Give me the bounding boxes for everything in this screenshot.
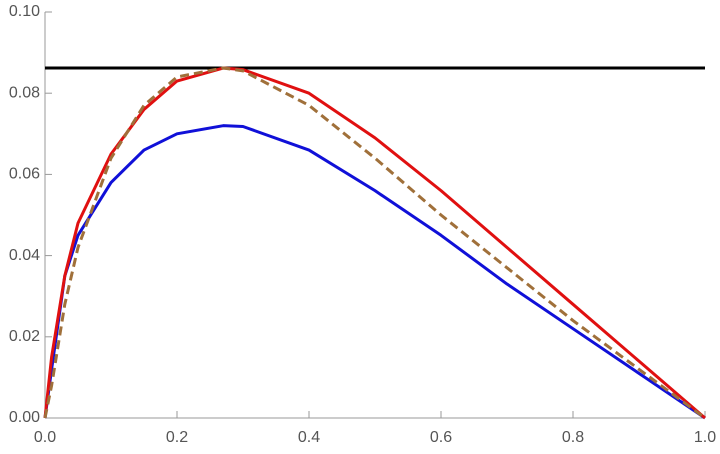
line-series (43, 66, 706, 420)
x-tick-label: 0.8 (562, 429, 584, 446)
line-series (43, 124, 706, 420)
x-tick-label: 0.4 (298, 429, 320, 446)
y-tick-label: 0.02 (9, 328, 40, 345)
y-tick-label: 0.04 (9, 247, 40, 264)
x-tick-label: 0.6 (430, 429, 452, 446)
y-tick-label: 0.08 (9, 84, 40, 101)
x-tick-label: 0.2 (166, 429, 188, 446)
y-tick-label: 0.10 (9, 3, 40, 20)
y-tick-label: 0.00 (9, 409, 40, 426)
line-series (43, 66, 706, 420)
x-tick-label: 1.0 (694, 429, 716, 446)
y-tick-label: 0.06 (9, 166, 40, 183)
x-tick-label: 0.0 (34, 429, 56, 446)
